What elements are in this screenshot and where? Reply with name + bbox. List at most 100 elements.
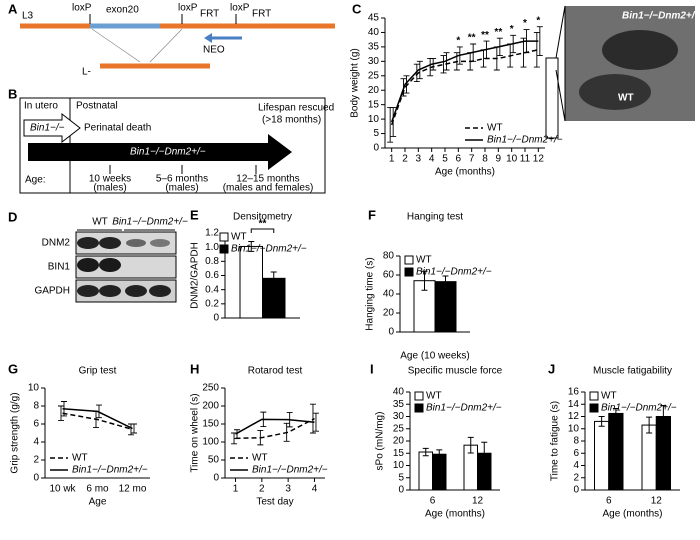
error-bar	[533, 31, 540, 68]
series-line	[62, 407, 133, 430]
y-tick-label: 20	[383, 308, 395, 319]
allele-label: L3	[22, 11, 34, 22]
legend-swatch	[219, 232, 229, 242]
outcome-label: Perinatal death	[84, 123, 151, 134]
y-tick-label: 0	[373, 143, 379, 154]
error-bar	[413, 63, 420, 83]
legend-label: Bin1−/−Dnm2+/−	[426, 403, 502, 414]
knockout-arrow	[23, 112, 81, 144]
y-axis-label: Time on wheel (s)	[190, 393, 201, 472]
significance-label: **	[468, 33, 476, 44]
legend-swatch	[589, 391, 599, 401]
row-label: DNM2	[42, 238, 71, 249]
outcome-detail: (>18 months)	[262, 115, 321, 126]
site-label: loxP	[72, 3, 92, 14]
timepoint-label: 10 weeks	[89, 174, 131, 185]
panel-label: J	[548, 361, 555, 376]
legend-label: Bin1−/−Dnm2+/−	[231, 244, 307, 255]
error-bar	[416, 60, 423, 80]
x-tick-label: 8	[482, 154, 488, 165]
recombination-line	[91, 28, 141, 63]
band	[99, 237, 121, 249]
legend-label: Bin1−/−Dnm2+/−	[416, 267, 492, 278]
panel-label: D	[8, 209, 17, 224]
error-bar	[61, 401, 67, 417]
y-tick-label: 30	[368, 56, 380, 67]
y-tick-label: 0.2	[205, 298, 219, 309]
knockout-label: Bin1−/−	[30, 123, 65, 134]
y-tick-label: 2	[573, 472, 579, 483]
y-tick-label: 12	[568, 411, 580, 422]
x-tick-label: 12 mo	[119, 484, 147, 495]
timeline-box	[19, 97, 326, 194]
band	[125, 285, 147, 297]
timepoint-label: 5–6 months	[156, 174, 208, 185]
y-tick-label: 15	[393, 448, 405, 459]
y-tick-label: 6	[33, 419, 39, 430]
x-axis-label: Age (months)	[425, 509, 485, 520]
zoom-lines	[555, 5, 566, 122]
y-tick-label: 16	[568, 387, 580, 398]
y-tick-label: 0	[573, 485, 579, 496]
y-tick-label: 200	[202, 401, 219, 412]
y-tick-label: 8	[33, 401, 39, 412]
y-tick-label: 100	[202, 437, 219, 448]
genotype-label: Bin1−/−Dnm2+/−	[130, 147, 206, 158]
panel-label: C	[352, 1, 362, 16]
y-tick-label: 5	[373, 128, 379, 139]
y-tick-label: 20	[393, 436, 405, 447]
y-tick-label: 1.0	[205, 242, 219, 253]
error-bar	[442, 275, 449, 288]
y-tick-label: 25	[368, 70, 380, 81]
error-bar	[309, 403, 316, 434]
bar	[608, 412, 624, 491]
y-tick-label: 0	[213, 313, 219, 324]
band	[77, 237, 99, 249]
chart-title: Rotarod test	[248, 366, 303, 377]
band	[150, 239, 170, 247]
x-tick-label: 4	[429, 154, 435, 165]
error-bar	[312, 412, 319, 432]
chart-title: Hanging test	[407, 212, 463, 223]
error-bar	[436, 449, 443, 460]
significance-label: **	[259, 219, 267, 230]
y-tick-label: 8	[573, 436, 579, 447]
y-tick-label: 0	[213, 473, 219, 484]
y-tick-label: 35	[368, 42, 380, 53]
error-bar	[248, 241, 255, 252]
y-tick-label: 30	[393, 411, 405, 422]
site-label: FRT	[252, 9, 271, 20]
y-tick-label: 1.2	[205, 228, 219, 239]
y-axis-label: Time to fatigue (s)	[550, 401, 561, 481]
mouse-shape	[579, 74, 651, 110]
y-axis-label: Grip strength (g/g)	[10, 392, 21, 473]
significance-label: *	[523, 18, 527, 29]
error-bar	[481, 441, 488, 465]
y-tick-label: 10	[393, 460, 405, 471]
neo-arrow-head	[204, 33, 212, 43]
neo-label: NEO	[203, 45, 225, 56]
legend-label: Bin1−/−Dnm2+/−	[601, 403, 677, 414]
error-bar	[260, 411, 267, 427]
error-bar	[467, 436, 474, 454]
y-axis-label: Hanging time (s)	[365, 257, 376, 330]
panel-label: G	[8, 361, 18, 376]
x-tick-label: 6	[606, 496, 612, 507]
y-tick-label: 40	[368, 27, 380, 38]
legend-swatch	[589, 403, 599, 413]
y-tick-label: 0	[388, 327, 394, 338]
error-bar	[598, 416, 605, 427]
exon-label: exon20	[106, 5, 139, 16]
legend-swatch	[404, 255, 414, 265]
bar	[432, 453, 447, 491]
y-tick-label: 60	[383, 270, 395, 281]
legend-swatch	[414, 391, 424, 401]
significance-label: *	[536, 15, 540, 26]
legend-swatch	[404, 267, 414, 277]
outcome-label: Lifespan rescued	[258, 103, 334, 114]
significance-label: **	[494, 27, 502, 38]
y-tick-label: 45	[368, 13, 380, 24]
y-tick-label: 20	[368, 85, 380, 96]
error-bar	[443, 52, 450, 71]
